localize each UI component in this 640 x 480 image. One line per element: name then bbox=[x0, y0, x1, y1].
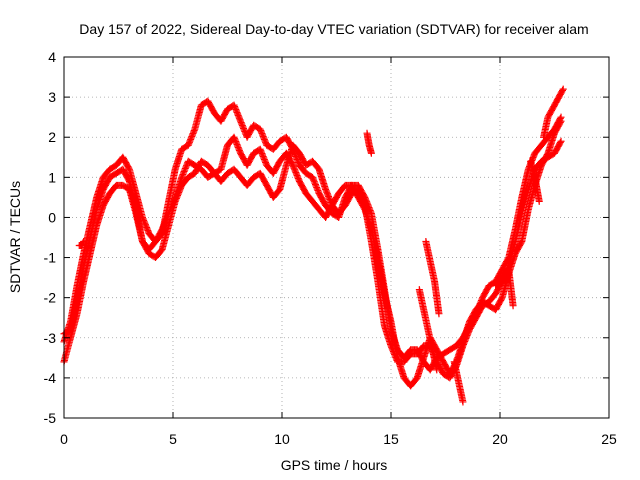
series-fragment-5 bbox=[492, 266, 517, 310]
plot-frame bbox=[63, 56, 610, 419]
series-track-c bbox=[60, 113, 565, 374]
data-point bbox=[557, 137, 565, 145]
data-point bbox=[558, 86, 566, 94]
data-points bbox=[60, 85, 567, 406]
series-fragment-6 bbox=[527, 157, 543, 205]
data-point bbox=[556, 115, 564, 123]
data-point bbox=[79, 239, 87, 247]
x-tick-label: 5 bbox=[169, 431, 177, 447]
x-tick-label: 25 bbox=[601, 431, 617, 447]
data-point bbox=[509, 302, 517, 310]
data-point bbox=[557, 113, 565, 121]
chart-title: Day 157 of 2022, Sidereal Day-to-day VTE… bbox=[79, 21, 588, 37]
series-fragment-8 bbox=[363, 129, 375, 157]
series-fragment-3 bbox=[415, 286, 441, 374]
x-tick-label: 20 bbox=[492, 431, 508, 447]
data-point bbox=[559, 85, 567, 93]
y-tick-label: 3 bbox=[48, 89, 56, 105]
data-point bbox=[535, 197, 543, 205]
series-fragment-1 bbox=[75, 238, 88, 250]
y-tick-label: 4 bbox=[48, 49, 56, 65]
data-point bbox=[367, 149, 375, 157]
axis-ticks: 0 5 10 15 20 25 -5 -4 -3 -2 -1 0 1 2 3 4 bbox=[44, 49, 617, 447]
data-point bbox=[433, 366, 441, 374]
series-fragment-7 bbox=[540, 85, 567, 141]
data-point bbox=[459, 398, 467, 406]
data-point bbox=[556, 139, 564, 147]
y-tick-label: -3 bbox=[44, 330, 57, 346]
y-tick-label: -2 bbox=[44, 290, 57, 306]
x-tick-label: 15 bbox=[383, 431, 399, 447]
y-tick-label: -1 bbox=[44, 250, 57, 266]
y-tick-label: 2 bbox=[48, 129, 56, 145]
x-axis-label: GPS time / hours bbox=[281, 457, 388, 473]
series-fragment-2 bbox=[422, 238, 443, 318]
y-tick-label: -4 bbox=[44, 370, 57, 386]
y-tick-label: 1 bbox=[48, 169, 56, 185]
x-tick-label: 10 bbox=[274, 431, 290, 447]
data-point bbox=[80, 238, 88, 246]
y-tick-label: 0 bbox=[48, 209, 56, 225]
data-point bbox=[435, 310, 443, 318]
series-fragment-4 bbox=[450, 358, 467, 406]
y-tick-label: -5 bbox=[44, 410, 57, 426]
x-tick-label: 0 bbox=[60, 431, 68, 447]
y-axis-label: SDTVAR / TECUs bbox=[7, 181, 23, 293]
